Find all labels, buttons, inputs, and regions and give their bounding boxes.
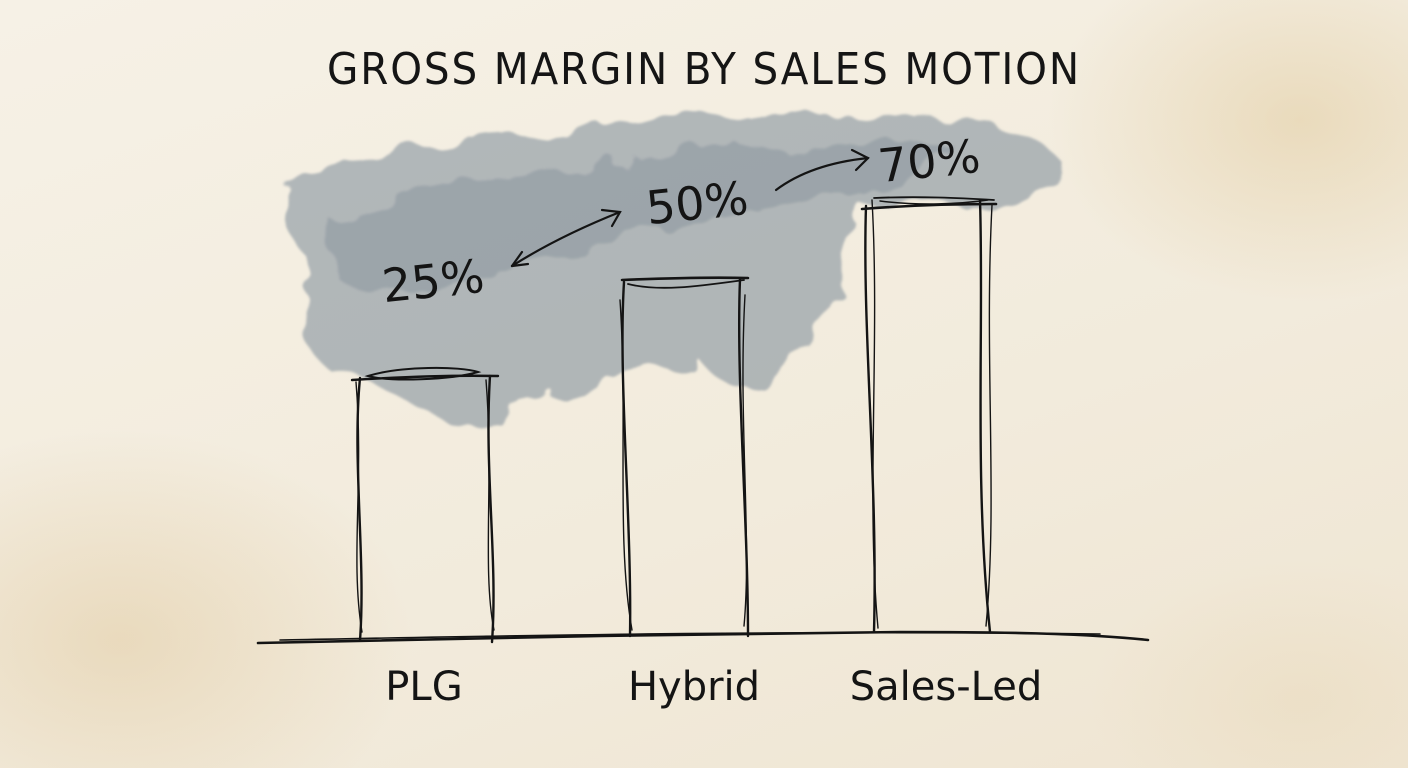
category-label-hybrid: Hybrid: [627, 664, 761, 710]
category-label-plg: PLG: [385, 664, 463, 710]
value-label-hybrid: 50%: [643, 170, 751, 236]
value-label-sales-led: 70%: [875, 128, 983, 194]
arrow-50-to-70: [774, 148, 870, 192]
arrow-25-to-50: [510, 208, 622, 268]
bar-hybrid: [619, 276, 750, 638]
value-label-plg: 25%: [379, 248, 487, 314]
bar-sales-led: [860, 196, 998, 634]
x-axis-baseline: [256, 630, 1150, 645]
category-label-sales-led: Sales-Led: [849, 664, 1043, 710]
bar-plg: [350, 366, 500, 644]
chart-title: GROSS MARGIN BY SALES MOTION: [327, 44, 1081, 95]
watercolor-wash: [283, 115, 1061, 431]
